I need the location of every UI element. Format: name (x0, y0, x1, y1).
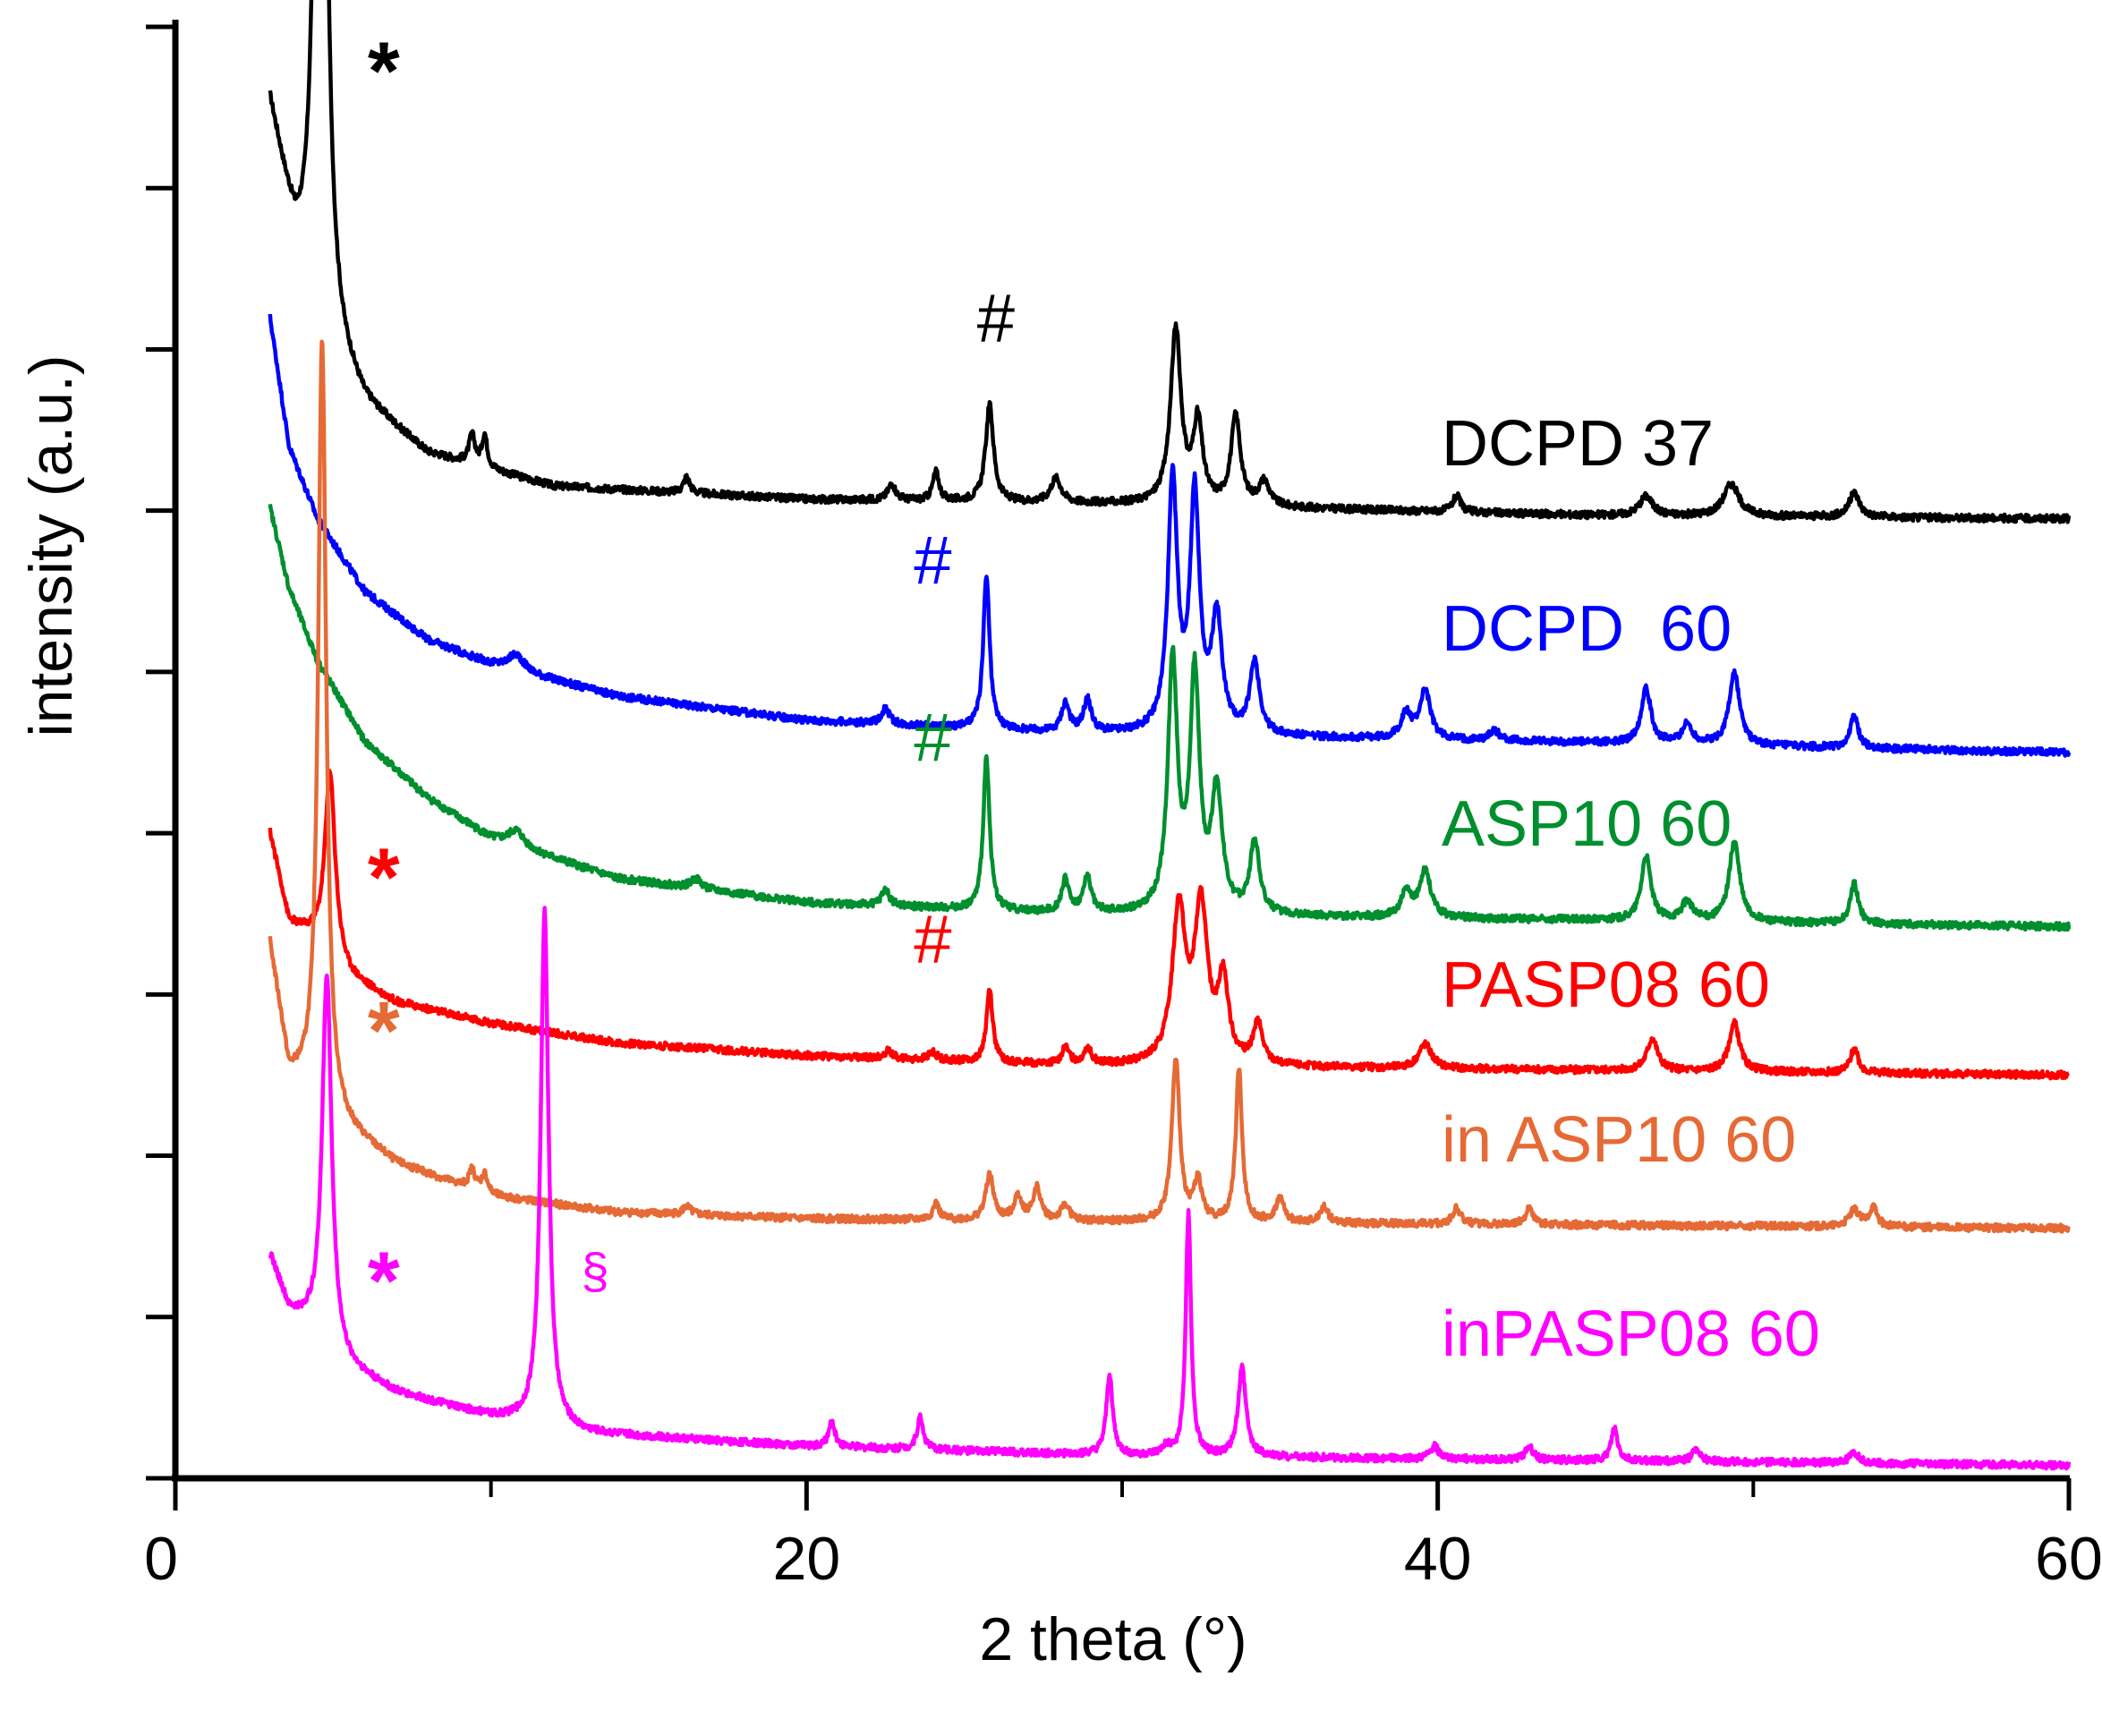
peak-marker-6: * (368, 985, 400, 1076)
peak-marker-7: * (368, 1236, 400, 1327)
series-line-5 (268, 906, 2072, 1471)
x-tick-label-3: 60 (2035, 1525, 2102, 1593)
series-label-5: inPASP08 60 (1442, 1298, 1820, 1370)
series-label-4: in ASP10 60 (1442, 1104, 1796, 1176)
peak-marker-2: # (914, 523, 951, 599)
x-tick-label-1: 20 (773, 1525, 841, 1593)
series-line-2 (268, 504, 2072, 932)
peak-marker-5: # (914, 901, 951, 977)
tick-labels-layer: 0 20 40 60 (144, 1525, 2102, 1593)
series-labels-layer: DCPD 37 DCPD 60 ASP10 60 PASP08 60 in ASP10 … (1442, 408, 1820, 1370)
peak-marker-8: § (581, 1242, 608, 1298)
series-label-3: PASP08 60 (1442, 949, 1770, 1021)
series-label-0: DCPD 37 (1442, 408, 1714, 480)
peak-marker-4: * (368, 832, 400, 923)
annotations-layer: * # # # * # * * § (368, 26, 1015, 1327)
x-tick-label-0: 0 (144, 1525, 178, 1593)
series-line-4 (268, 339, 2071, 1234)
series-line-1 (268, 313, 2072, 758)
series-line-0 (268, 0, 2072, 524)
series-line-3 (268, 769, 2071, 1081)
x-tick-label-2: 40 (1404, 1525, 1472, 1593)
ticks-layer (146, 24, 2072, 1510)
traces-layer (268, 0, 2072, 1471)
peak-marker-0: * (368, 26, 400, 117)
y-axis-title: intensity (a.u.) (17, 354, 85, 736)
x-axis-title: 2 theta (°) (979, 1605, 1247, 1673)
peak-marker-3: # (914, 700, 951, 776)
series-label-2: ASP10 60 (1442, 788, 1732, 860)
peak-marker-1: # (977, 280, 1015, 356)
series-label-1: DCPD 60 (1442, 593, 1732, 665)
